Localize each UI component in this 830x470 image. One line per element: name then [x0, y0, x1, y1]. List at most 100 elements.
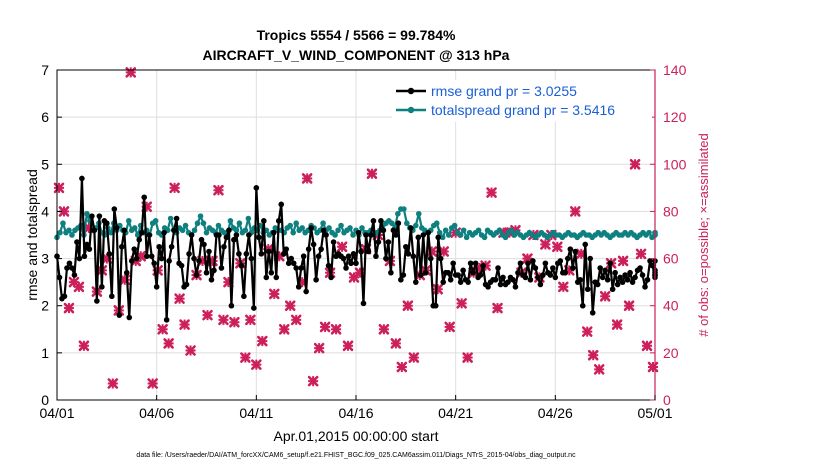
rmse-point — [642, 284, 648, 290]
rmse-point — [246, 232, 252, 238]
rmse-point — [208, 276, 215, 283]
totalspread-point — [182, 222, 189, 229]
totalspread-point — [287, 222, 294, 229]
totalspread-point — [338, 222, 344, 229]
rmse-point — [106, 251, 113, 257]
rmse-point — [178, 262, 185, 269]
rmse-point — [587, 255, 594, 262]
y-tick-label-left: 5 — [41, 156, 49, 172]
obs-point — [268, 288, 280, 300]
rmse-point — [425, 229, 432, 236]
totalspread-point — [332, 232, 338, 238]
totalspread-point — [131, 225, 138, 231]
totalspread-point — [227, 218, 234, 224]
right-axis: 0 20 40 60 80 100 120 140 — [650, 62, 687, 408]
rmse-point — [278, 201, 285, 208]
rmse-point — [295, 284, 302, 290]
rmse-point — [273, 274, 280, 281]
legend-rmse-marker — [407, 87, 415, 95]
obs-point — [617, 255, 629, 267]
rmse-point — [138, 229, 145, 236]
obs-point — [147, 378, 158, 389]
totalspread-point — [508, 227, 515, 234]
rmse-point — [589, 309, 596, 316]
rmse-point — [639, 272, 646, 278]
rmse-point — [168, 243, 175, 250]
rmse-point — [231, 236, 237, 243]
rmse-point — [74, 239, 80, 245]
rmse-point — [308, 225, 314, 231]
rmse-point — [298, 265, 304, 271]
y-tick-label-left: 1 — [41, 345, 49, 361]
rmse-point — [156, 243, 162, 250]
obs-point — [492, 302, 503, 314]
obs-point — [163, 338, 174, 349]
rmse-point — [522, 274, 529, 281]
x-tick-label: 04/01 — [39, 405, 74, 421]
rmse-point — [153, 284, 160, 290]
y-tick-label-left: 4 — [41, 203, 49, 219]
rmse-point — [363, 232, 369, 238]
rmse-point — [275, 218, 282, 224]
rmse-point — [303, 288, 309, 295]
rmse-point — [530, 258, 536, 264]
obs-point — [53, 182, 65, 194]
obs-point — [213, 184, 224, 196]
rmse-point — [393, 232, 399, 238]
rmse-point — [136, 236, 143, 243]
obs-point — [257, 335, 268, 347]
rmse-point — [470, 269, 476, 276]
rmse-point — [191, 255, 197, 262]
totalspread-point — [502, 234, 509, 241]
rmse-point — [550, 265, 556, 271]
rmse-point — [607, 260, 613, 267]
rmse-point — [400, 272, 407, 278]
rmse-point — [84, 241, 90, 248]
rmse-point — [76, 255, 83, 262]
obs-point — [245, 314, 256, 326]
rmse-point — [71, 272, 78, 278]
totalspread-point — [451, 222, 458, 229]
rmse-point — [350, 251, 357, 257]
rmse-point — [186, 251, 192, 257]
totalspread-point — [299, 225, 305, 231]
rmse-point — [123, 269, 130, 276]
rmse-point — [577, 276, 584, 283]
obs-point — [342, 340, 354, 352]
totalspread-point — [69, 232, 75, 238]
rmse-point — [340, 255, 347, 262]
rmse-point — [216, 232, 222, 238]
rmse-point — [368, 232, 374, 238]
rmse-point — [241, 293, 247, 300]
x-axis: 04/01 04/06 04/11 04/16 04/21 04/26 05/01 — [39, 395, 673, 421]
totalspread-point — [242, 227, 249, 234]
obs-point — [330, 323, 342, 335]
rmse-point — [525, 260, 531, 267]
obs-point — [336, 241, 348, 253]
rmse-point — [116, 312, 123, 318]
rmse-point — [288, 255, 295, 262]
totalspread-point — [191, 227, 198, 234]
rmse-point — [584, 286, 591, 293]
rmse-point — [408, 225, 414, 231]
rmse-point — [79, 175, 85, 182]
rmse-point — [171, 227, 177, 234]
x-tick-label: 04/21 — [438, 405, 473, 421]
totalspread-point — [475, 227, 482, 234]
totalspread-point — [245, 215, 252, 222]
rmse-point — [285, 260, 292, 267]
rmse-point — [403, 243, 409, 250]
legend-spread-label: totalspread grand pr = 3.5416 — [431, 102, 615, 118]
totalspread-point — [347, 225, 353, 231]
rmse-point — [427, 255, 434, 262]
rmse-point — [373, 253, 379, 260]
obs-point — [174, 293, 185, 304]
obs-point — [179, 319, 190, 330]
rmse-point — [532, 265, 539, 271]
rmse-point — [569, 265, 576, 271]
totalspread-point — [335, 227, 341, 234]
rmse-point — [188, 232, 195, 238]
legend: rmse grand pr = 3.0255 totalspread grand… — [392, 80, 652, 122]
rmse-point — [96, 213, 103, 219]
rmse-point — [647, 258, 653, 264]
